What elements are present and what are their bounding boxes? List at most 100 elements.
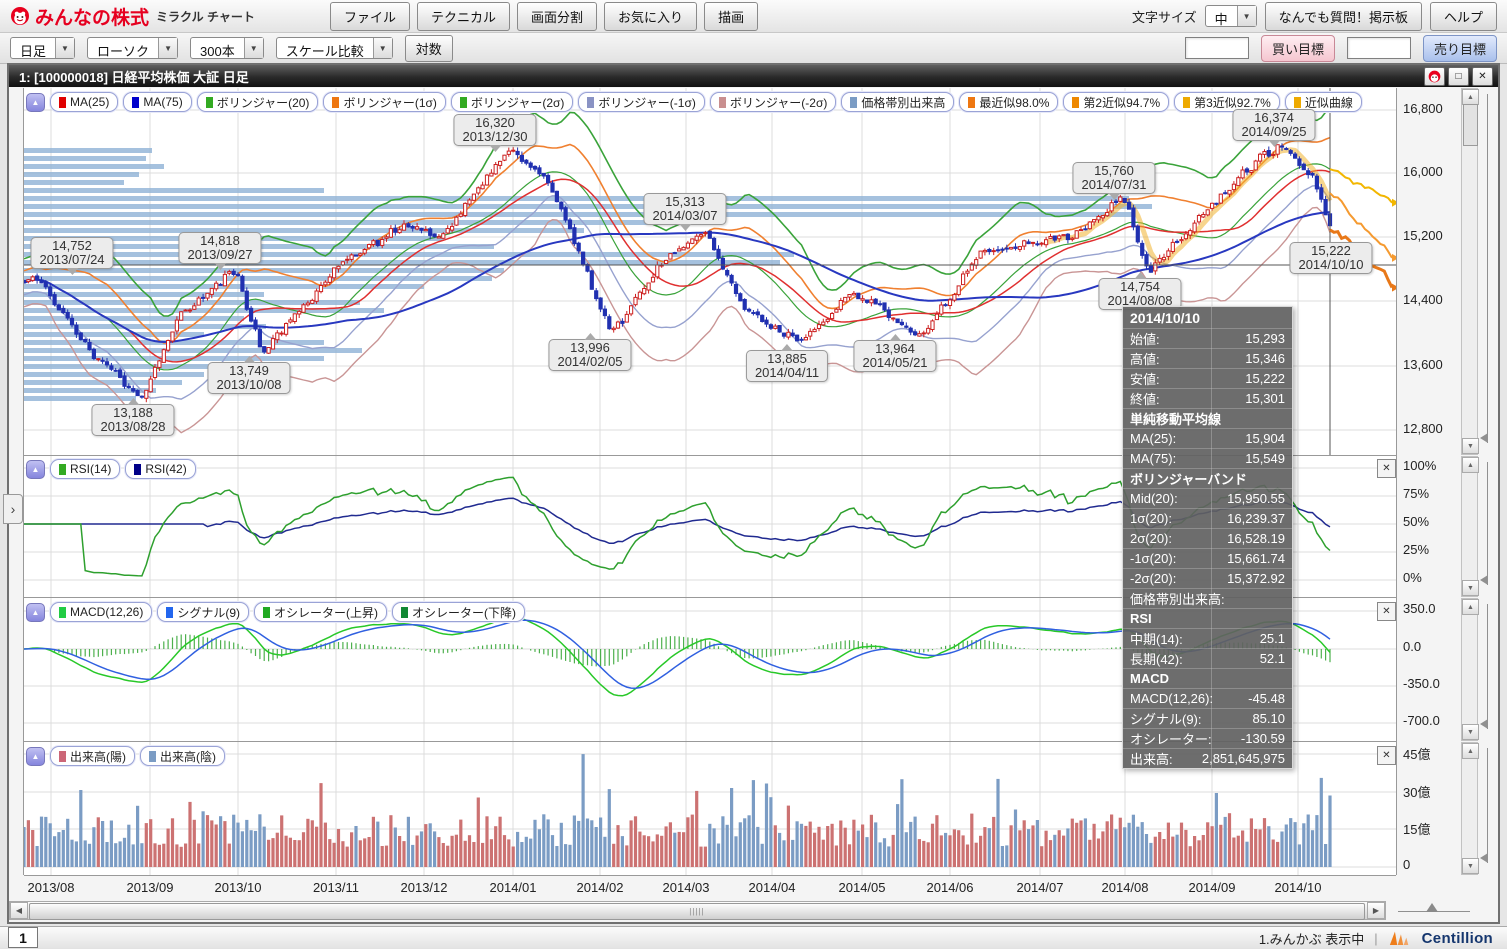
indicator-chip[interactable]: MA(75) — [123, 92, 192, 112]
scroll-left-button[interactable]: ◀ — [10, 902, 28, 919]
scroll-up-button[interactable]: ▲ — [1462, 457, 1479, 473]
indicator-chip[interactable]: ボリンジャー(-1σ) — [578, 92, 705, 112]
close-panel-button[interactable]: ✕ — [1377, 746, 1396, 765]
collapse-panel-button[interactable]: ▲ — [26, 602, 45, 622]
indicator-chip[interactable]: 最近似98.0% — [959, 92, 1059, 112]
chip-label: 最近似98.0% — [979, 95, 1050, 110]
toolbar-dropdown[interactable]: スケール比較 ▼ — [275, 37, 393, 59]
zoom-slider-thumb[interactable] — [1480, 575, 1488, 585]
tooltip-label: -2σ(20): — [1130, 571, 1177, 586]
font-size-select[interactable]: 中 ▼ — [1204, 5, 1257, 27]
zoom-slider-thumb[interactable] — [1480, 433, 1488, 443]
scroll-up-button[interactable]: ▲ — [1462, 743, 1479, 759]
chip-label: 価格帯別出来高 — [861, 95, 946, 110]
axis-label: 0.0 — [1403, 639, 1422, 654]
indicator-chip[interactable]: 出来高(陽) — [50, 746, 135, 766]
indicator-chip[interactable]: 出来高(陰) — [140, 746, 225, 766]
horizontal-scrollbar[interactable]: ◀ ||||| ▶ — [9, 901, 1386, 920]
tooltip-value: 52.1 — [1259, 651, 1285, 666]
qa-board-button[interactable]: なんでも質問！掲示板 — [1264, 1, 1422, 31]
zoom-slider-thumb[interactable] — [1480, 719, 1488, 729]
tooltip-label: ボリンジャーバンド — [1130, 472, 1247, 487]
indicator-chip[interactable]: 第3近似92.7% — [1174, 92, 1280, 112]
axis-label: 100% — [1403, 458, 1437, 473]
collapse-panel-button[interactable]: ▲ — [26, 459, 45, 479]
zoom-slider[interactable] — [1487, 462, 1488, 585]
scroll-down-button[interactable]: ▼ — [1462, 580, 1479, 596]
x-axis-label: 2014/01 — [489, 880, 537, 895]
annotation-tail — [1133, 272, 1146, 279]
tooltip-row: 出来高: 2,851,645,975 — [1123, 748, 1292, 768]
x-axis-label: 2013/09 — [126, 880, 174, 895]
buy-target-button[interactable]: 買い目標 — [1260, 34, 1335, 62]
scrollbar-thumb[interactable] — [1463, 104, 1478, 146]
zoom-slider[interactable] — [1487, 604, 1488, 729]
indicator-chip[interactable]: RSI(14) — [50, 459, 121, 479]
tooltip-row: MA(25): 15,904 — [1123, 428, 1292, 448]
zoom-slider-thumb[interactable] — [1480, 853, 1488, 863]
indicator-chip[interactable]: オシレーター(上昇) — [254, 602, 388, 622]
tooltip-row: 2σ(20): 16,528.19 — [1123, 528, 1292, 548]
maximize-icon[interactable]: □ — [1448, 67, 1469, 86]
menu-buttons: ファイル テクニカル 画面分割 お気に入り 描画 — [330, 1, 759, 31]
chevron-down-icon[interactable]: ▼ — [55, 38, 75, 58]
zoom-slider[interactable] — [1487, 748, 1488, 863]
vertical-scrollbar[interactable]: ▲ ▼ — [1461, 742, 1479, 875]
sell-target-input[interactable] — [1346, 37, 1411, 59]
menu-button[interactable]: 描画 — [704, 1, 759, 31]
close-icon[interactable]: ✕ — [1472, 67, 1493, 86]
indicator-chip[interactable]: 第2近似94.7% — [1063, 92, 1170, 112]
log-scale-button[interactable]: 対数 — [404, 34, 453, 62]
scroll-right-button[interactable]: ▶ — [1367, 902, 1385, 919]
indicator-chip[interactable]: ボリンジャー(-2σ) — [709, 92, 837, 112]
toolbar-dropdown[interactable]: ローソク ▼ — [87, 37, 179, 59]
vertical-scrollbar[interactable]: ▲ ▼ — [1461, 598, 1479, 741]
sell-target-button[interactable]: 売り目標 — [1422, 34, 1497, 62]
menu-button[interactable]: テクニカル — [417, 1, 511, 31]
scroll-down-button[interactable]: ▼ — [1462, 858, 1479, 874]
vertical-scrollbar[interactable]: ▲ ▼ — [1461, 456, 1479, 597]
scroll-down-button[interactable]: ▼ — [1462, 724, 1479, 740]
menu-button[interactable]: お気に入り — [604, 1, 698, 31]
menu-button[interactable]: 画面分割 — [517, 1, 598, 31]
scroll-up-button[interactable]: ▲ — [1462, 599, 1479, 615]
window-controls: □ ✕ — [1424, 67, 1493, 86]
vertical-scrollbar[interactable]: ▲ ▼ — [1461, 88, 1479, 455]
tooltip-value: 15,222 — [1245, 371, 1285, 386]
zoom-slider[interactable] — [1487, 94, 1488, 443]
menu-button[interactable]: ファイル — [330, 1, 411, 31]
indicator-chip[interactable]: ボリンジャー(1σ) — [323, 92, 446, 112]
close-panel-button[interactable]: ✕ — [1377, 602, 1396, 621]
indicator-chip[interactable]: シグナル(9) — [157, 602, 250, 622]
chip-label: 第3近似92.7% — [1194, 95, 1271, 110]
help-button[interactable]: ヘルプ — [1429, 1, 1497, 31]
indicator-chip[interactable]: ボリンジャー(2σ) — [450, 92, 574, 112]
indicator-chip[interactable]: MACD(12,26) — [50, 602, 153, 622]
indicator-chip[interactable]: RSI(42) — [125, 459, 196, 479]
collapse-panel-button[interactable]: ▲ — [26, 746, 45, 766]
indicator-chip[interactable]: 価格帯別出来高 — [841, 92, 955, 112]
chip-label: RSI(42) — [145, 462, 187, 476]
chevron-down-icon[interactable]: ▼ — [1236, 6, 1256, 26]
indicator-chip[interactable]: MA(25) — [50, 92, 119, 112]
close-panel-button[interactable]: ✕ — [1377, 459, 1396, 478]
x-axis-label: 2014/04 — [748, 880, 796, 895]
sheet-tab-1[interactable]: 1 — [8, 927, 38, 948]
scroll-up-button[interactable]: ▲ — [1462, 89, 1479, 105]
chip-label: RSI(14) — [70, 462, 112, 476]
indicator-chip[interactable]: オシレーター(下降) — [392, 602, 526, 622]
chevron-down-icon[interactable]: ▼ — [158, 38, 178, 58]
indicator-chip[interactable]: 近似曲線 — [1284, 92, 1362, 112]
chevron-down-icon[interactable]: ▼ — [243, 38, 263, 58]
chevron-down-icon[interactable]: ▼ — [372, 38, 392, 58]
toolbar-dropdown[interactable]: 日足 ▼ — [10, 37, 76, 59]
panel-expander[interactable]: › — [3, 494, 23, 524]
h-zoom-slider-thumb[interactable] — [1426, 903, 1438, 912]
toolbar-dropdown[interactable]: 300本 ▼ — [190, 37, 264, 59]
buy-target-input[interactable] — [1184, 37, 1249, 59]
scrollbar-thumb[interactable]: ||||| — [29, 903, 1365, 920]
collapse-panel-button[interactable]: ▲ — [26, 92, 45, 112]
indicator-chip[interactable]: ボリンジャー(20) — [196, 92, 319, 112]
scroll-down-button[interactable]: ▼ — [1462, 438, 1479, 454]
chip-color-icon — [59, 463, 66, 475]
